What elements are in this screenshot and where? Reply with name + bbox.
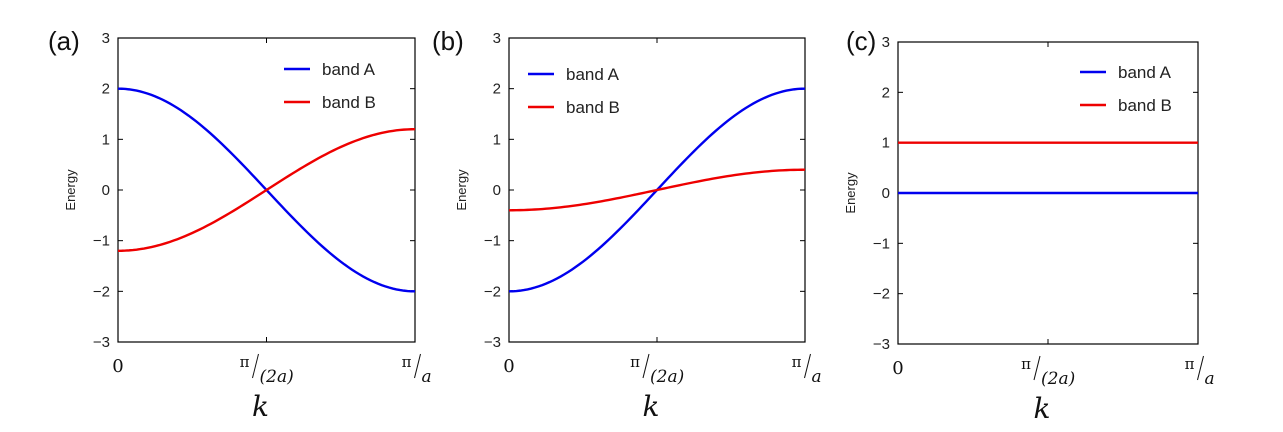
x-tick-label-denominator: a — [812, 367, 822, 387]
y-tick-label: −3 — [873, 336, 890, 353]
y-tick-label: 0 — [493, 182, 501, 199]
y-tick-label: 0 — [102, 182, 110, 199]
x-tick-label-pi: π — [1021, 355, 1031, 373]
x-tick-label-denominator: a — [422, 367, 432, 387]
y-tick-label: 0 — [882, 185, 890, 202]
legend-entry: band A — [1080, 63, 1172, 82]
legend-label: band A — [566, 65, 620, 84]
legend-entry: band B — [1080, 96, 1172, 115]
legend-label: band B — [322, 93, 376, 112]
y-tick-label: −2 — [873, 286, 890, 303]
legend-label: band A — [1118, 63, 1172, 82]
y-tick-label: −2 — [93, 283, 110, 300]
y-tick-label: −3 — [484, 334, 501, 351]
x-tick-label-denominator: (2a) — [260, 367, 294, 387]
x-tick-label-zero: 0 — [892, 358, 903, 379]
x-tick-label-pi: π — [402, 353, 412, 371]
y-tick-label: −3 — [93, 334, 110, 351]
x-tick-label: π (2a) — [630, 353, 684, 387]
x-tick-label-slash — [804, 353, 811, 379]
legend-entry: band A — [284, 60, 376, 79]
x-tick-label-slash — [1033, 355, 1041, 381]
y-axis-label: Energy — [843, 172, 858, 214]
x-axis-label: k — [643, 390, 660, 423]
x-tick-label-zero: 0 — [112, 356, 123, 377]
x-tick-label-slash — [414, 353, 421, 379]
legend-label: band B — [1118, 96, 1172, 115]
x-tick-label-denominator: a — [1205, 369, 1215, 389]
panel-label: (b) — [432, 26, 464, 56]
x-tick-label-slash — [1197, 355, 1204, 381]
y-tick-label: 1 — [882, 135, 890, 152]
series-line-band-b — [508, 168, 806, 212]
y-tick-label: 1 — [102, 131, 110, 148]
x-tick-label-slash — [642, 353, 650, 379]
y-tick-label: −1 — [484, 233, 501, 250]
x-tick-label-pi: π — [792, 353, 802, 371]
x-tick-label: π (2a) — [1021, 355, 1075, 389]
x-axis-label: k — [1034, 392, 1051, 425]
legend-label: band B — [566, 98, 620, 117]
x-tick-label: πa — [792, 353, 822, 387]
x-tick-label-denominator: (2a) — [1041, 369, 1075, 389]
x-tick-label-pi: π — [630, 353, 640, 371]
x-axis-label: k — [252, 390, 269, 423]
series-line-band-b — [117, 128, 416, 252]
x-tick-label: πa — [1185, 355, 1215, 389]
y-tick-label: 1 — [493, 131, 501, 148]
panel-label: (a) — [48, 26, 80, 56]
x-tick-label-pi: π — [240, 353, 250, 371]
y-tick-label: −1 — [93, 233, 110, 250]
y-tick-label: −2 — [484, 283, 501, 300]
x-tick-label: π (2a) — [240, 353, 294, 387]
y-tick-label: −1 — [873, 235, 890, 252]
x-tick-label-denominator: (2a) — [650, 367, 684, 387]
x-tick-label-zero: 0 — [503, 356, 514, 377]
legend-label: band A — [322, 60, 376, 79]
y-tick-label: 2 — [882, 84, 890, 101]
x-tick-label: πa — [402, 353, 432, 387]
legend-entry: band B — [528, 98, 620, 117]
y-tick-label: 2 — [102, 81, 110, 98]
y-tick-label: 3 — [102, 30, 110, 47]
y-axis-label: Energy — [63, 169, 78, 211]
panel-label: (c) — [846, 26, 876, 56]
legend-entry: band B — [284, 93, 376, 112]
x-tick-label-slash — [252, 353, 259, 379]
x-tick-label-pi: π — [1185, 355, 1195, 373]
y-tick-label: 3 — [882, 34, 890, 51]
y-tick-label: 2 — [493, 81, 501, 98]
y-axis-label: Energy — [454, 169, 469, 211]
legend-entry: band A — [528, 65, 620, 84]
y-tick-label: 3 — [493, 30, 501, 47]
